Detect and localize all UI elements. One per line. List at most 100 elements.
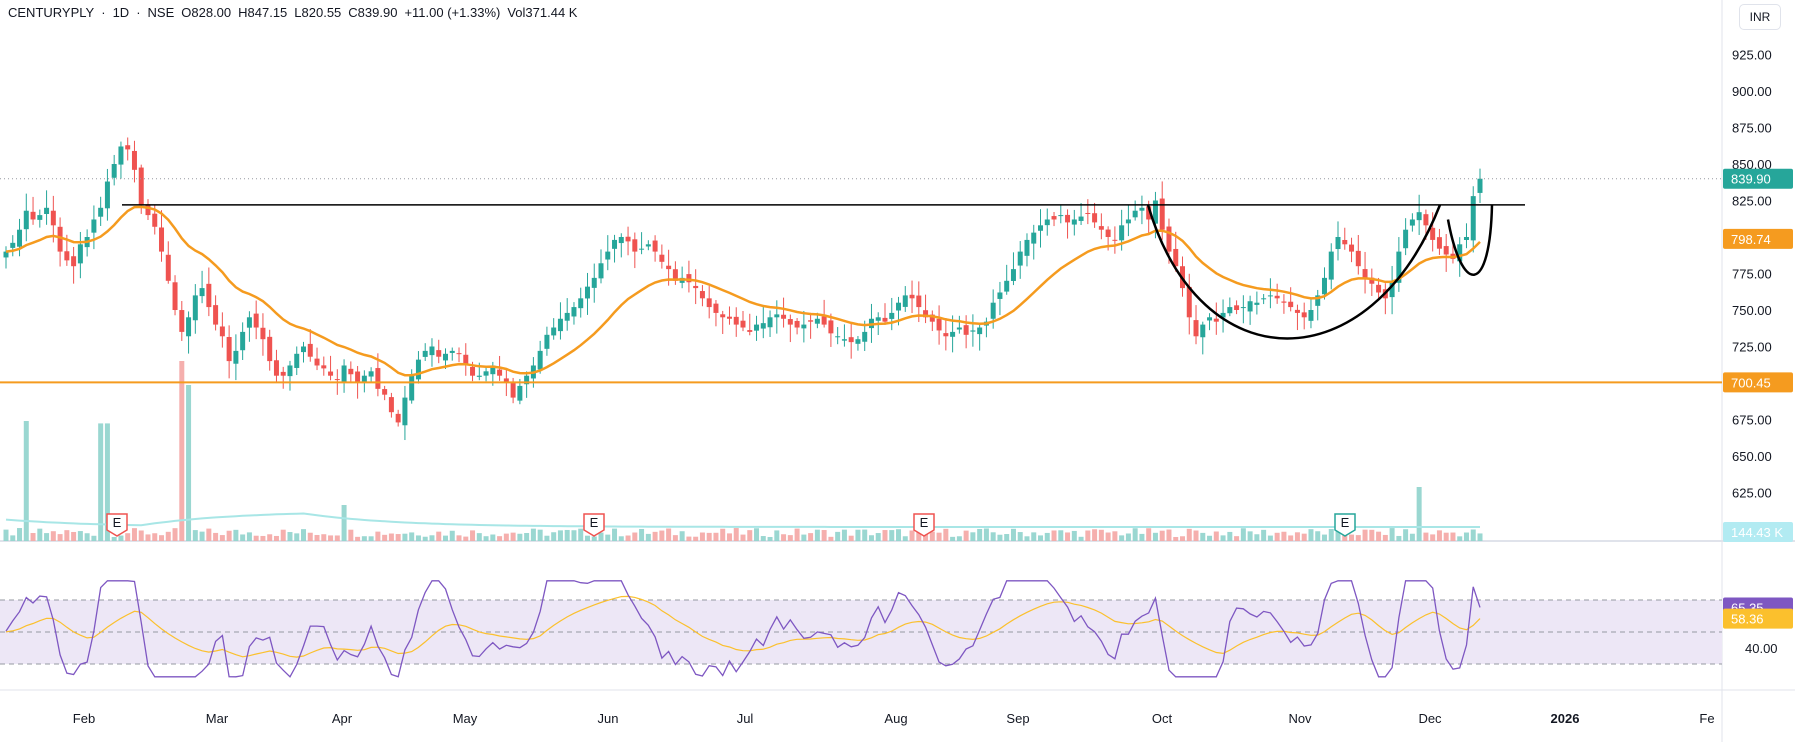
- volume-bar: [159, 535, 165, 541]
- candle-body: [835, 336, 841, 338]
- volume-bar: [794, 528, 800, 541]
- volume-bar: [1004, 534, 1010, 541]
- volume-bar: [1125, 533, 1131, 541]
- candle-body: [632, 239, 638, 252]
- candle-body: [1369, 277, 1375, 284]
- candle-body: [1281, 301, 1287, 303]
- volume-bar: [165, 531, 171, 541]
- volume-bar: [436, 531, 442, 541]
- candle-body: [402, 397, 408, 426]
- price-tick-label: 625.00: [1732, 486, 1772, 501]
- candle-body: [781, 314, 787, 319]
- candle-body: [287, 365, 293, 377]
- candle-body: [104, 181, 110, 209]
- candle-body: [1315, 295, 1321, 306]
- volume-bar: [578, 528, 584, 541]
- candle-body: [334, 379, 340, 381]
- candle-body: [645, 244, 651, 247]
- rsi-ma-badge: 58.36: [1731, 612, 1764, 627]
- volume-bar: [98, 423, 104, 541]
- candle-body: [273, 360, 279, 376]
- candle-body: [307, 343, 313, 357]
- volume-bar: [314, 534, 320, 541]
- symbol-name[interactable]: CENTURYPLY: [8, 5, 95, 20]
- volume-bar: [192, 530, 198, 541]
- volume-bar: [1193, 530, 1199, 541]
- candle-body: [280, 371, 286, 376]
- candle-body: [848, 337, 854, 343]
- volume-bar: [50, 531, 56, 541]
- volume-bar: [977, 528, 983, 541]
- volume-bar: [1382, 534, 1388, 541]
- volume-bar: [246, 532, 252, 541]
- time-tick-label: Fe: [1699, 711, 1714, 726]
- candle-body: [943, 333, 949, 337]
- candle-body: [37, 215, 43, 220]
- volume-bar: [557, 530, 563, 541]
- candle-body: [415, 359, 421, 380]
- candle-body: [1173, 248, 1179, 267]
- volume-bar: [605, 534, 611, 541]
- level-badge-bg: [1723, 372, 1793, 393]
- earnings-marker-icon: [913, 513, 935, 537]
- earnings-marker-icon: [106, 513, 128, 537]
- candle-body: [145, 204, 151, 216]
- candle-body: [111, 164, 117, 178]
- volume-bar: [835, 531, 841, 541]
- volume-bar: [1389, 528, 1395, 541]
- currency-button[interactable]: INR: [1739, 4, 1781, 30]
- volume-bar: [395, 534, 401, 541]
- candle-body: [388, 397, 394, 413]
- candle-body: [1132, 210, 1138, 218]
- candle-body: [720, 314, 726, 318]
- time-tick-label: Oct: [1152, 711, 1173, 726]
- candle-body: [1004, 280, 1010, 292]
- volume-bar: [1078, 536, 1084, 541]
- time-tick-label: Feb: [73, 711, 95, 726]
- candle-body: [1308, 310, 1314, 321]
- volume-bar: [233, 529, 239, 541]
- candle-body: [524, 375, 530, 385]
- candle-body: [923, 310, 929, 318]
- candle-body: [91, 219, 97, 233]
- candle-body: [165, 254, 171, 281]
- volume-bar: [551, 532, 557, 541]
- candle-body: [618, 237, 624, 244]
- candle-body: [896, 302, 902, 311]
- volume-bar: [91, 535, 97, 541]
- volume-bar: [693, 536, 699, 541]
- volume-ma-line: [5, 512, 1480, 528]
- candle-body: [537, 350, 543, 370]
- candle-body: [1261, 298, 1267, 300]
- volume-bar: [1267, 535, 1273, 541]
- candle-body: [1105, 229, 1111, 237]
- candle-body: [1044, 219, 1050, 226]
- candle-body: [1220, 312, 1226, 318]
- volume-bar: [618, 536, 624, 541]
- candle-body: [1186, 286, 1192, 318]
- candle-body: [131, 150, 137, 170]
- volume-bar: [612, 528, 618, 541]
- last-price-badge-bg: [1723, 168, 1793, 189]
- volume-bar: [280, 529, 286, 541]
- volume-bar: [1139, 533, 1145, 541]
- candle-body: [1085, 212, 1091, 214]
- candle-body: [774, 314, 780, 318]
- volume-bar: [1477, 533, 1483, 541]
- interval-label[interactable]: 1D: [112, 5, 130, 20]
- symbol-header: CENTURYPLY · 1D · NSE O828.00 H847.15 L8…: [8, 5, 578, 20]
- candle-body: [497, 369, 503, 376]
- volume-bar: [125, 533, 131, 541]
- candle-body: [138, 167, 144, 205]
- candle-body: [1335, 237, 1341, 250]
- time-tick-label: Aug: [884, 711, 907, 726]
- candles-group: [3, 137, 1483, 441]
- candle-body: [152, 213, 158, 227]
- volume-bar: [1274, 532, 1280, 541]
- candle-body: [436, 350, 442, 357]
- candle-body: [361, 375, 367, 383]
- candle-body: [564, 312, 570, 321]
- candle-body: [970, 330, 976, 332]
- candle-body: [584, 286, 590, 299]
